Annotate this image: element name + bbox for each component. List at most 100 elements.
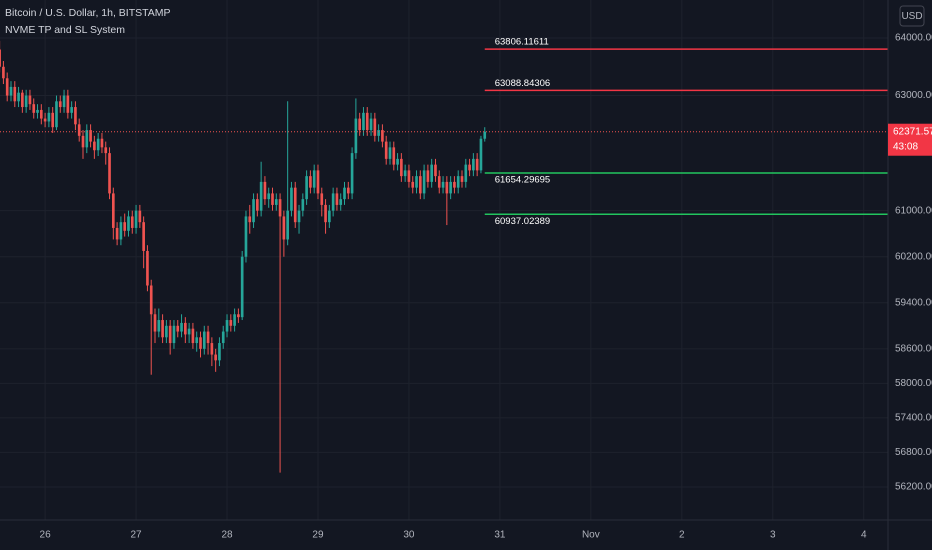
candle-body [381, 130, 384, 142]
candle-body [43, 118, 47, 122]
candle-body [278, 199, 282, 217]
candle-body [108, 153, 111, 194]
candle-body [426, 170, 430, 182]
candle-body [256, 199, 259, 211]
candle-body [403, 170, 407, 177]
level-label: 61654.29695 [495, 175, 550, 186]
candle-body [244, 216, 248, 257]
grid [0, 0, 888, 520]
candle-body [343, 187, 346, 200]
candle-body [66, 95, 70, 113]
candle-body [2, 66, 5, 79]
y-tick-label: 60200.00 [895, 251, 932, 262]
candle-body [263, 181, 267, 200]
candle-body [377, 130, 380, 136]
candle-body [339, 199, 343, 205]
candle-body [460, 176, 464, 182]
candle-body [229, 320, 233, 326]
candle-body [168, 325, 172, 344]
candle-body [221, 331, 225, 344]
candle-body [411, 181, 415, 188]
candle-body [187, 328, 191, 335]
candle-body [39, 109, 43, 119]
candle-body [153, 314, 157, 332]
candle-body [149, 285, 153, 315]
candle-body [13, 86, 17, 102]
x-tick-label: 26 [40, 530, 52, 541]
candle-body [358, 118, 361, 131]
candle-body [233, 314, 236, 326]
candle-body [328, 210, 331, 223]
candle-body [165, 325, 168, 338]
y-tick-label: 56200.00 [895, 482, 932, 493]
candle-body [422, 170, 426, 194]
candle-body [316, 170, 320, 194]
candle-body [142, 222, 145, 251]
last-price-box [888, 123, 932, 156]
x-tick-label: 31 [494, 530, 506, 541]
chart-title: Bitcoin / U.S. Dollar, 1h, BITSTAMP [5, 7, 171, 19]
countdown-label: 43:08 [893, 141, 918, 152]
candle-body [271, 193, 274, 205]
candle-body [130, 216, 134, 228]
candle-body [252, 199, 255, 223]
candle-body [479, 138, 483, 171]
currency-button[interactable] [899, 5, 925, 27]
candle-body [274, 199, 278, 205]
candle-body [180, 322, 183, 332]
x-tick-label: 29 [312, 530, 324, 541]
candle-body [127, 216, 130, 231]
candle-body [93, 141, 96, 151]
level-label: 63806.11611 [495, 37, 549, 48]
candle-body [475, 158, 479, 171]
y-tick-label: 56800.00 [895, 447, 932, 458]
candle-body [47, 112, 51, 122]
last-price-label: 62371.57 [893, 126, 932, 137]
candle-body [320, 193, 324, 205]
candle-body [237, 314, 240, 318]
candle-body [434, 164, 437, 177]
candle-body [5, 78, 9, 96]
candle-body [445, 181, 449, 194]
candle-body [17, 92, 20, 102]
candle-body [468, 164, 471, 171]
candle-body [418, 176, 422, 194]
candle-body [85, 130, 89, 148]
candle-body [384, 141, 388, 159]
candle-body [259, 181, 263, 211]
plot [0, 40, 888, 473]
candle-body [202, 331, 206, 349]
y-tick-label: 59400.00 [895, 297, 932, 308]
currency-label[interactable]: USD [901, 11, 922, 22]
candle-body [400, 158, 403, 177]
candle-body [218, 343, 221, 361]
y-tick-label: 58000.00 [895, 378, 932, 389]
candle-body [437, 176, 441, 188]
candle-body [206, 331, 210, 344]
candle-body [472, 158, 475, 171]
candle-body [36, 109, 39, 113]
candle-body [176, 325, 180, 332]
candle-body [191, 328, 195, 344]
candle-body [184, 322, 187, 335]
candle-body [441, 181, 445, 188]
candle-body [104, 147, 108, 154]
candle-body [392, 147, 396, 165]
candle-body [456, 176, 460, 188]
x-tick-label: 28 [221, 530, 233, 541]
candle-body [415, 176, 418, 188]
candle-body [62, 95, 66, 108]
candle-body [453, 181, 456, 188]
y-tick-label: 58600.00 [895, 343, 932, 354]
candle-body [70, 107, 73, 113]
candle-body [293, 187, 297, 223]
candle-body [111, 193, 115, 228]
candle-body [58, 101, 62, 108]
candle-body [157, 320, 161, 332]
candle-body [24, 95, 28, 108]
y-tick-label: 63000.00 [895, 90, 932, 101]
candle-body [123, 222, 127, 231]
level-label: 60937.02389 [495, 216, 550, 227]
